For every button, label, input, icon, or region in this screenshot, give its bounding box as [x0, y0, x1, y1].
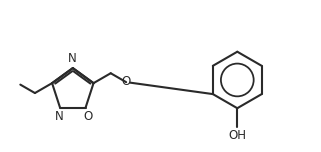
Text: N: N — [55, 110, 64, 123]
Text: N: N — [68, 52, 77, 65]
Text: O: O — [122, 75, 131, 88]
Text: O: O — [83, 110, 93, 123]
Text: OH: OH — [229, 128, 247, 142]
